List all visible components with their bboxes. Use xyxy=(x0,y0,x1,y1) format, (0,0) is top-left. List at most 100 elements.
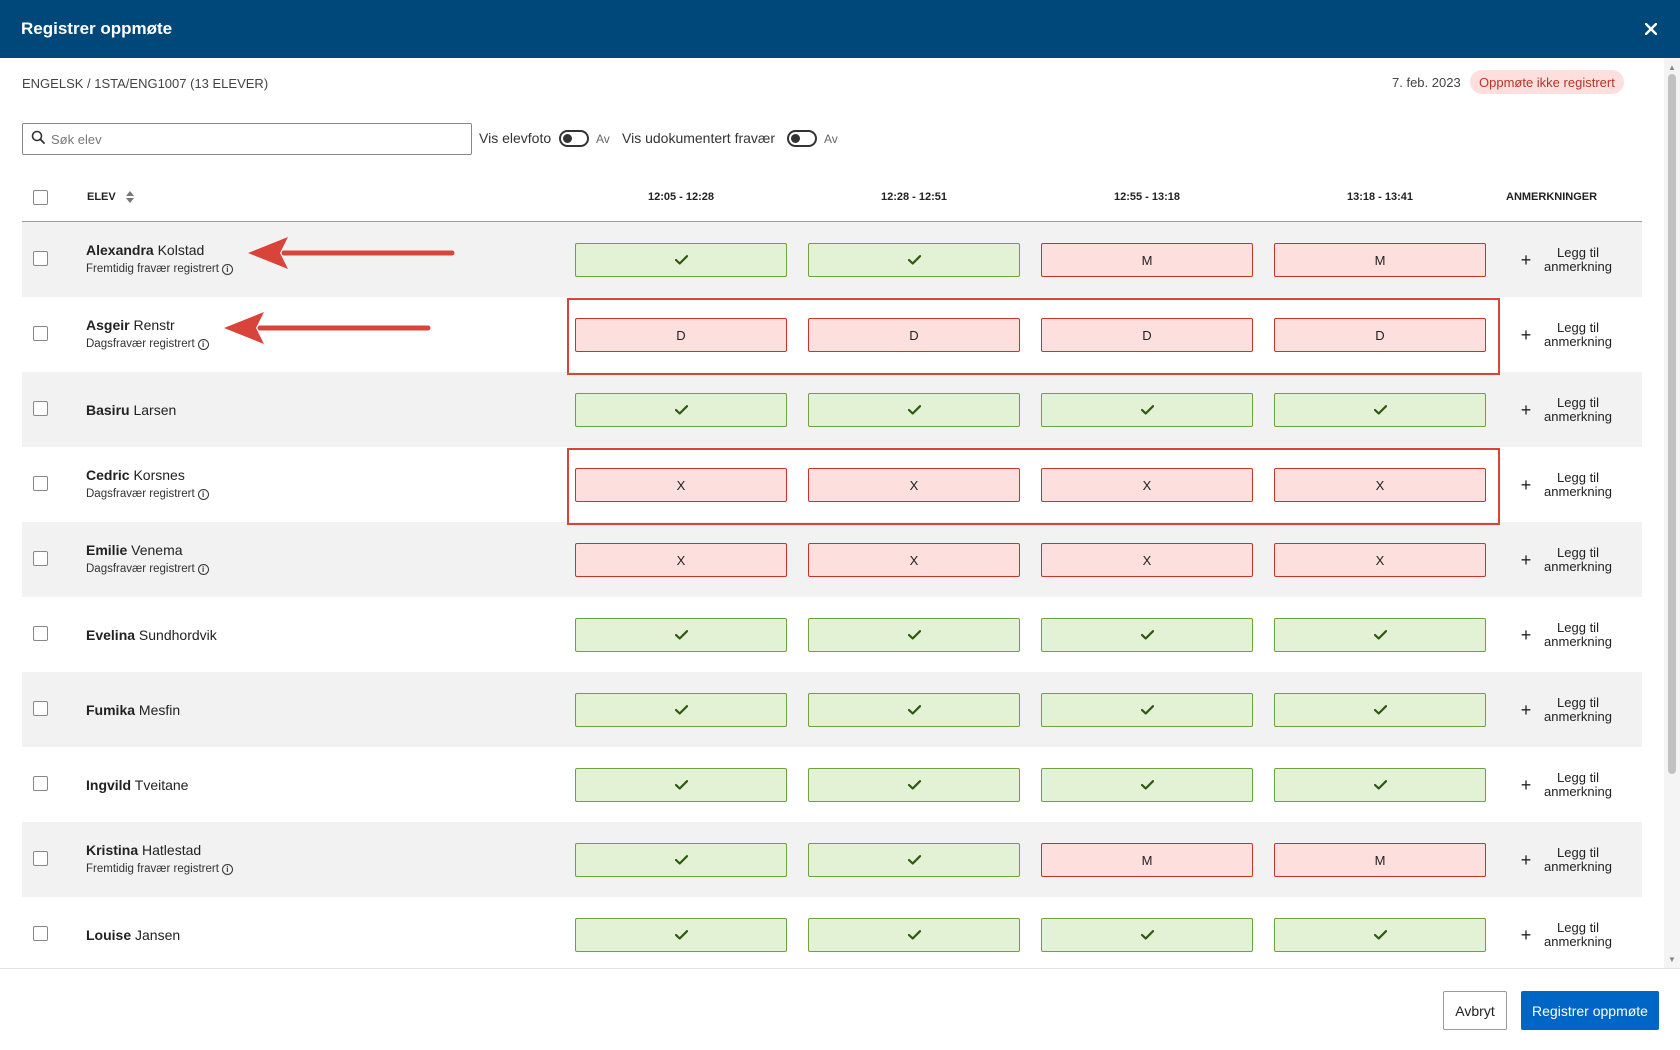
select-all-checkbox[interactable] xyxy=(33,189,48,205)
row-checkbox[interactable] xyxy=(33,476,48,491)
toggle-undocumented[interactable] xyxy=(787,130,817,147)
attendance-cell[interactable]: D xyxy=(808,318,1020,352)
annotation-arrow-icon xyxy=(224,312,431,344)
attendance-cell[interactable] xyxy=(808,843,1020,877)
attendance-cell[interactable] xyxy=(575,918,787,952)
add-note-button[interactable]: + Legg til anmerkning xyxy=(1514,840,1634,880)
add-note-button[interactable]: + Legg til anmerkning xyxy=(1514,315,1634,355)
add-note-button[interactable]: + Legg til anmerkning xyxy=(1514,915,1634,955)
register-attendance-button[interactable]: Registrer oppmøte xyxy=(1521,991,1659,1030)
attendance-cell[interactable] xyxy=(575,618,787,652)
attendance-cell[interactable] xyxy=(1041,618,1253,652)
attendance-cell[interactable]: D xyxy=(1274,318,1486,352)
student-name[interactable]: Evelina Sundhordvik xyxy=(86,627,217,643)
row-checkbox[interactable] xyxy=(33,551,48,566)
attendance-cell[interactable]: X xyxy=(575,468,787,502)
attendance-cell[interactable]: X xyxy=(1041,468,1253,502)
attendance-cell[interactable]: X xyxy=(1041,543,1253,577)
info-icon[interactable]: i xyxy=(197,488,209,500)
info-icon[interactable]: i xyxy=(221,863,233,875)
attendance-cell[interactable] xyxy=(1274,768,1486,802)
attendance-cell[interactable] xyxy=(575,768,787,802)
attendance-cell[interactable]: M xyxy=(1274,843,1486,877)
attendance-cell[interactable]: X xyxy=(1274,468,1486,502)
search-box[interactable] xyxy=(22,123,472,155)
attendance-cell[interactable] xyxy=(1041,918,1253,952)
toggle-photo[interactable] xyxy=(559,130,589,147)
info-icon[interactable]: i xyxy=(221,263,233,275)
add-note-button[interactable]: + Legg til anmerkning xyxy=(1514,390,1634,430)
check-icon xyxy=(907,405,921,415)
attendance-cell[interactable] xyxy=(808,918,1020,952)
student-last-name: Venema xyxy=(131,542,183,558)
attendance-cell[interactable]: X xyxy=(1274,543,1486,577)
absence-note: Dagsfravær registrert i xyxy=(86,488,209,500)
cancel-button[interactable]: Avbryt xyxy=(1443,991,1507,1030)
table-row: Cedric Korsnes Dagsfravær registrert i X X X X… xyxy=(22,447,1642,522)
select-all-cell xyxy=(33,173,48,221)
attendance-cell[interactable]: M xyxy=(1274,243,1486,277)
table-row: Ingvild Tveitane + Legg til anmerkning xyxy=(22,747,1642,822)
plus-icon: + xyxy=(1520,249,1532,270)
student-name[interactable]: Basiru Larsen xyxy=(86,402,176,418)
attendance-cell[interactable]: D xyxy=(575,318,787,352)
attendance-cell[interactable] xyxy=(1041,693,1253,727)
close-icon[interactable] xyxy=(1636,14,1666,44)
attendance-cell[interactable] xyxy=(1274,918,1486,952)
row-checkbox[interactable] xyxy=(33,926,48,941)
scrollbar[interactable]: ▲ ▼ xyxy=(1664,58,1680,968)
row-checkbox[interactable] xyxy=(33,251,48,266)
info-icon[interactable]: i xyxy=(197,563,209,575)
student-name[interactable]: Fumika Mesfin xyxy=(86,702,180,718)
student-name[interactable]: Ingvild Tveitane xyxy=(86,777,188,793)
attendance-cell[interactable] xyxy=(575,393,787,427)
attendance-cell[interactable]: X xyxy=(808,543,1020,577)
student-name[interactable]: Emilie Venema xyxy=(86,542,183,558)
row-checkbox[interactable] xyxy=(33,626,48,641)
row-checkbox[interactable] xyxy=(33,851,48,866)
add-note-button[interactable]: + Legg til anmerkning xyxy=(1514,690,1634,730)
attendance-cell[interactable] xyxy=(1041,768,1253,802)
modal-header: Registrer oppmøte xyxy=(0,0,1680,58)
add-note-button[interactable]: + Legg til anmerkning xyxy=(1514,240,1634,280)
row-checkbox[interactable] xyxy=(33,776,48,791)
attendance-cell[interactable] xyxy=(808,618,1020,652)
scroll-up-icon[interactable]: ▲ xyxy=(1668,62,1676,72)
attendance-cell[interactable] xyxy=(1274,618,1486,652)
attendance-cell[interactable] xyxy=(808,393,1020,427)
row-checkbox[interactable] xyxy=(33,401,48,416)
student-column-header[interactable]: ELEV xyxy=(87,173,134,221)
attendance-cell[interactable] xyxy=(1274,393,1486,427)
attendance-cell[interactable]: M xyxy=(1041,843,1253,877)
search-input[interactable] xyxy=(51,131,451,147)
row-checkbox[interactable] xyxy=(33,701,48,716)
attendance-cell[interactable] xyxy=(1041,393,1253,427)
check-icon xyxy=(1140,930,1154,940)
attendance-cell[interactable] xyxy=(808,243,1020,277)
attendance-cell[interactable] xyxy=(575,843,787,877)
sort-icon[interactable] xyxy=(125,191,134,203)
info-icon[interactable]: i xyxy=(197,338,209,350)
attendance-cell[interactable] xyxy=(575,243,787,277)
add-note-button[interactable]: + Legg til anmerkning xyxy=(1514,765,1634,805)
student-name[interactable]: Cedric Korsnes xyxy=(86,467,185,483)
scroll-down-icon[interactable]: ▼ xyxy=(1668,954,1676,964)
student-name[interactable]: Alexandra Kolstad xyxy=(86,242,204,258)
add-note-button[interactable]: + Legg til anmerkning xyxy=(1514,465,1634,505)
add-note-button[interactable]: + Legg til anmerkning xyxy=(1514,540,1634,580)
attendance-cell[interactable]: X xyxy=(808,468,1020,502)
attendance-cell[interactable]: M xyxy=(1041,243,1253,277)
row-checkbox[interactable] xyxy=(33,326,48,341)
attendance-cell[interactable] xyxy=(575,693,787,727)
attendance-cell[interactable]: D xyxy=(1041,318,1253,352)
attendance-cell[interactable] xyxy=(808,768,1020,802)
scrollbar-thumb[interactable] xyxy=(1668,74,1676,774)
student-name[interactable]: Asgeir Renstr xyxy=(86,317,175,333)
student-name[interactable]: Louise Jansen xyxy=(86,927,180,943)
check-icon xyxy=(907,855,921,865)
attendance-cell[interactable]: X xyxy=(575,543,787,577)
student-name[interactable]: Kristina Hatlestad xyxy=(86,842,201,858)
attendance-cell[interactable] xyxy=(1274,693,1486,727)
add-note-button[interactable]: + Legg til anmerkning xyxy=(1514,615,1634,655)
attendance-cell[interactable] xyxy=(808,693,1020,727)
